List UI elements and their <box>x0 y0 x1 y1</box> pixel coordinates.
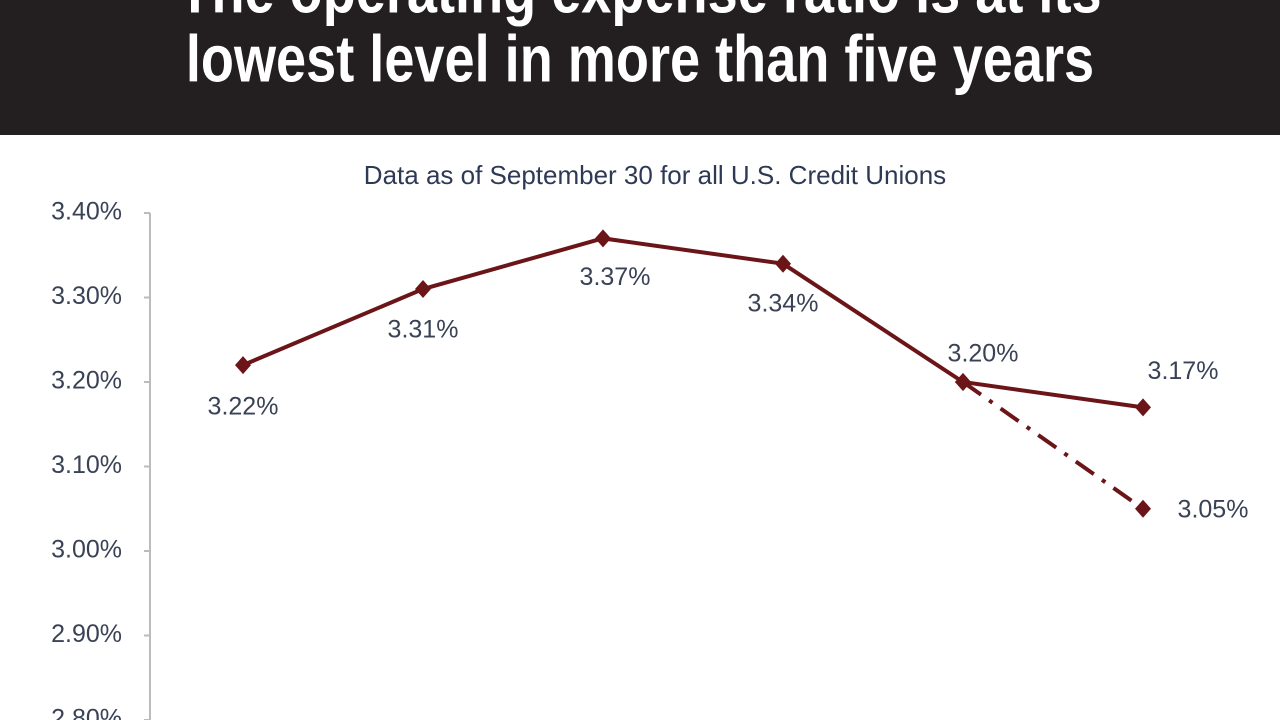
marker <box>235 356 251 375</box>
y-tick-label: 3.00% <box>51 536 122 564</box>
y-tick-label: 2.90% <box>51 620 122 648</box>
marker <box>595 229 611 248</box>
title-band <box>0 0 1280 135</box>
y-tick-label: 3.30% <box>51 282 122 310</box>
data-label: 3.17% <box>1148 357 1219 385</box>
data-label: 3.20% <box>948 340 1019 368</box>
y-tick-label: 3.40% <box>51 198 122 226</box>
marker <box>1135 499 1151 518</box>
line <box>242 236 1144 410</box>
y-tick-label: 2.80% <box>51 705 122 720</box>
data-label: 3.22% <box>208 393 279 421</box>
y-tick-label: 3.20% <box>51 367 122 395</box>
marker <box>415 280 431 299</box>
data-label: 3.37% <box>580 263 651 291</box>
data-label: 3.34% <box>748 289 819 317</box>
marker <box>955 373 971 391</box>
marker <box>1135 398 1151 417</box>
data-label: 3.05% <box>1178 495 1249 523</box>
chart-title: The operating expense ratio is at its <box>178 0 1101 27</box>
chart-title: lowest level in more than five years <box>186 21 1094 95</box>
line <box>961 380 1145 511</box>
data-label: 3.31% <box>388 316 459 344</box>
marker <box>775 254 791 273</box>
y-tick-label: 3.10% <box>51 451 122 479</box>
title-group: The operating expense ratio is at its lo… <box>178 0 1101 96</box>
chart-subtitle: Data as of September 30 for all U.S. Cre… <box>364 160 946 190</box>
